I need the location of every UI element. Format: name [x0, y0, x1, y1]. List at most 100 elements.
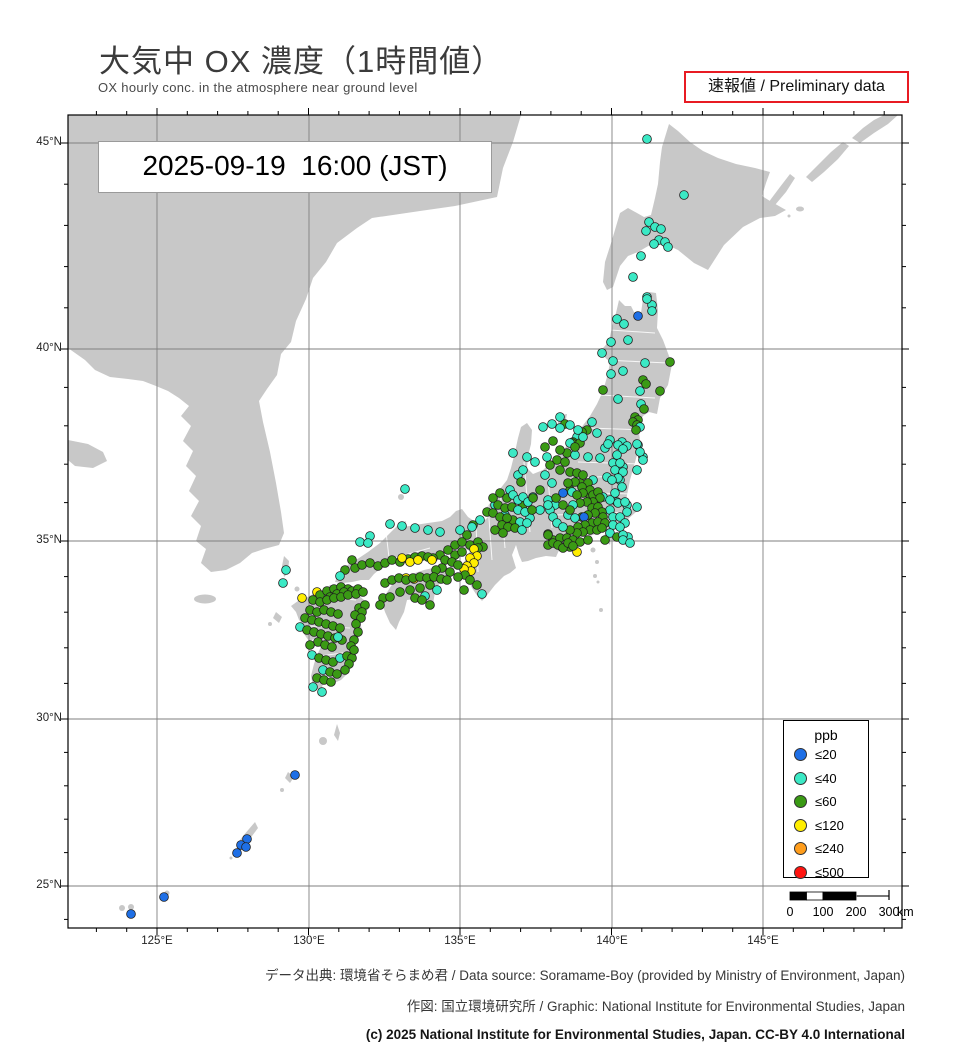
page-subtitle: OX hourly conc. in the atmosphere near g… [98, 80, 418, 95]
station-dot [540, 442, 550, 452]
station-dot [375, 600, 385, 610]
station-dot [649, 239, 659, 249]
station-dot [278, 578, 288, 588]
station-dot [605, 495, 615, 505]
station-dot [522, 518, 532, 528]
land-habomai [787, 214, 791, 218]
station-dot [565, 505, 575, 515]
station-dot [477, 589, 487, 599]
scalebar-label: 200 [846, 905, 867, 919]
footer-graphic-credit: 作図: 国立環境研究所 / Graphic: National Institut… [406, 999, 905, 1014]
station-dot [535, 505, 545, 515]
station-dot [241, 842, 251, 852]
land-iturup [806, 142, 849, 182]
lat-axis-label: 25°N [36, 879, 62, 891]
station-dot [618, 444, 628, 454]
station-dot [583, 535, 593, 545]
station-dot [397, 553, 407, 563]
land-kunashir [763, 174, 795, 215]
lon-axis-label: 125°E [141, 935, 173, 947]
station-dot [647, 306, 657, 316]
station-dot [527, 505, 537, 515]
legend-label: ≤500 [815, 864, 844, 880]
station-dot [642, 294, 652, 304]
land-goto-south [268, 622, 272, 626]
legend-label: ≤240 [815, 841, 844, 857]
station-dot [297, 593, 307, 603]
station-dot [570, 442, 580, 452]
station-dot [457, 547, 467, 557]
legend-label: ≤120 [815, 817, 844, 833]
station-dot [445, 567, 455, 577]
station-dot [349, 645, 359, 655]
station-dot [495, 488, 505, 498]
station-dot [619, 319, 629, 329]
legend-swatch-icon [794, 842, 807, 856]
station-dot [570, 450, 580, 460]
station-dot [603, 439, 613, 449]
scalebar-label: 100 [813, 905, 834, 919]
footer-copyright: (c) 2025 National Institute for Environm… [365, 1027, 905, 1042]
station-dot [597, 348, 607, 358]
map-border [67, 114, 903, 929]
station-dot [459, 585, 469, 595]
station-dot [548, 436, 558, 446]
station-dot [615, 522, 625, 532]
station-dot [467, 522, 477, 532]
station-dot [432, 585, 442, 595]
station-dot [425, 580, 435, 590]
station-dot [305, 640, 315, 650]
station-dot [615, 458, 625, 468]
legend-box: ppb ≤20 ≤40 ≤60 ≤120 ≤240 ≤500 [783, 720, 869, 880]
footer-data-source: データ出典: 環境省そらまめ君 / Data source: Soramame-… [265, 968, 905, 983]
station-dot [335, 571, 345, 581]
land-shikotan [796, 206, 804, 212]
station-dot [547, 419, 557, 429]
lat-axis-label: 45°N [36, 136, 62, 148]
station-dot [623, 335, 633, 345]
station-dot [508, 448, 518, 458]
station-dot [573, 425, 583, 435]
station-dot [555, 445, 565, 455]
legend-label: ≤40 [815, 770, 837, 786]
station-dot [551, 493, 561, 503]
land-izu-island3 [593, 574, 597, 578]
legend-swatch-icon [794, 865, 807, 879]
station-dot [583, 452, 593, 462]
station-dot [490, 525, 500, 535]
land-goto [273, 612, 282, 623]
station-dot [498, 528, 508, 538]
station-dot [281, 565, 291, 575]
station-dot [347, 555, 357, 565]
station-dot [159, 892, 169, 902]
land-tanegashima [334, 724, 340, 741]
station-dot [528, 493, 538, 503]
station-dot [353, 627, 363, 637]
station-dot [413, 555, 423, 565]
legend-item: ≤40 [784, 767, 868, 791]
station-dot [555, 423, 565, 433]
station-dot [636, 251, 646, 261]
lon-axis-label: 130°E [293, 935, 325, 947]
legend-swatch-icon [794, 795, 807, 809]
station-dot [560, 457, 570, 467]
preliminary-data-badge: 速報値 / Preliminary data [684, 71, 909, 103]
legend-swatch-icon [794, 748, 807, 762]
station-dot [542, 452, 552, 462]
station-dot [457, 537, 467, 547]
page-title: 大気中 OX 濃度（1時間値） [99, 44, 504, 79]
station-dot [640, 358, 650, 368]
station-dot [655, 386, 665, 396]
station-dot [417, 595, 427, 605]
land-kerama [229, 856, 233, 860]
station-dot [610, 488, 620, 498]
station-dot [641, 226, 651, 236]
station-dot [622, 507, 632, 517]
station-dot [357, 560, 367, 570]
station-dot [558, 522, 568, 532]
lat-axis-label: 40°N [36, 342, 62, 354]
station-dot [606, 337, 616, 347]
station-dot [475, 515, 485, 525]
station-dot [530, 457, 540, 467]
